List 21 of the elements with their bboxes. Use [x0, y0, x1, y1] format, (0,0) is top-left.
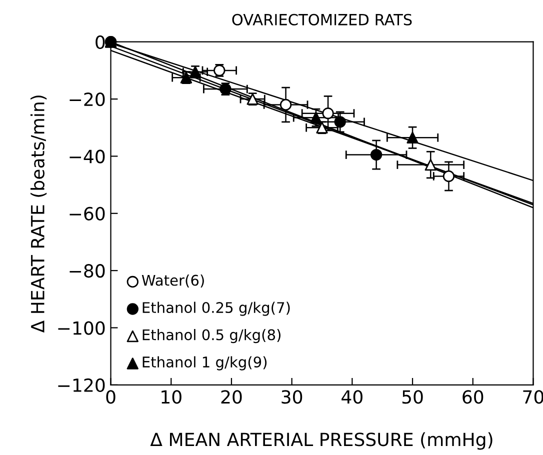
chart-title: OVARIECTOMIZED RATS: [232, 14, 412, 26]
legend-label: Ethanol 0.5 g/kg(8): [142, 328, 280, 344]
x-tick-label: 40: [342, 390, 362, 404]
legend-label: Ethanol 0.25 g/kg(7): [142, 302, 290, 316]
x-tick-label: 50: [402, 390, 423, 404]
x-tick-label: 10: [162, 390, 182, 404]
legend-label: Ethanol 1 g/kg(9): [142, 356, 267, 370]
x-tick-label: 20: [221, 390, 242, 404]
y-tick-label: 0: [96, 35, 105, 49]
y-tick-label: −60: [70, 206, 105, 221]
y-tick-label: −120: [58, 378, 105, 392]
x-axis-title: Δ MEAN ARTERIAL PRESSURE (mmHg): [150, 432, 492, 450]
x-tick-label: 60: [462, 390, 484, 404]
y-tick-label: −100: [58, 321, 105, 335]
y-tick-label: −40: [70, 150, 105, 164]
x-tick-label: 0: [106, 390, 116, 404]
y-axis-title: Δ HEART RATE (beats/min): [30, 96, 47, 333]
x-tick-label: 30: [282, 390, 302, 404]
y-tick-label: −20: [70, 92, 105, 106]
y-tick-label: −80: [70, 264, 105, 278]
legend-label: Water(6): [142, 274, 204, 288]
